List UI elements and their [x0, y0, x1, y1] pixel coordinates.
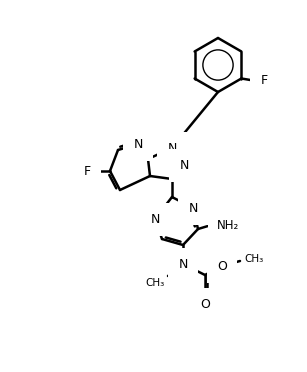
Text: N: N: [133, 138, 143, 151]
Text: N: N: [178, 257, 188, 270]
Text: CH₃: CH₃: [244, 254, 263, 264]
Text: NH₂: NH₂: [217, 218, 239, 231]
Text: F: F: [84, 164, 91, 177]
Text: N: N: [188, 202, 198, 215]
Text: N: N: [179, 158, 189, 171]
Text: O: O: [217, 260, 227, 273]
Text: F: F: [260, 74, 267, 87]
Text: CH₃: CH₃: [146, 278, 165, 288]
Text: N: N: [167, 141, 177, 154]
Text: O: O: [200, 298, 210, 311]
Text: N: N: [150, 212, 160, 225]
